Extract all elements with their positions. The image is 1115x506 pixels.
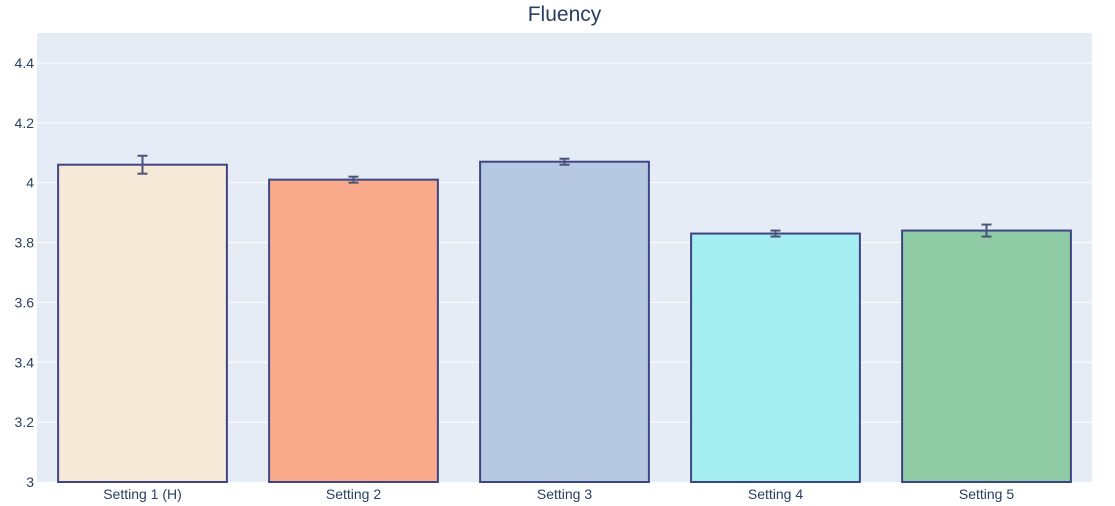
bar-3 xyxy=(479,160,650,483)
error-bars xyxy=(137,154,992,238)
y-tick-label: 3.4 xyxy=(15,354,35,370)
y-tick-label: 4.4 xyxy=(15,55,35,71)
bars xyxy=(57,160,1072,483)
bar-5 xyxy=(901,229,1072,483)
error-bar xyxy=(137,154,148,175)
x-tick-label: Setting 3 xyxy=(537,486,592,502)
y-tick-label: 3.6 xyxy=(15,294,35,310)
error-bar xyxy=(770,229,781,238)
y-tick-label: 4.2 xyxy=(15,115,35,131)
y-tick-label: 3.2 xyxy=(15,414,35,430)
x-tick-label: Setting 4 xyxy=(748,486,803,502)
error-bar xyxy=(348,175,359,184)
y-tick-label: 3.8 xyxy=(15,235,35,251)
bar-4 xyxy=(690,232,861,483)
y-tick-label: 3 xyxy=(26,474,34,490)
bar-2 xyxy=(268,178,439,483)
error-bar xyxy=(559,157,570,166)
chart-title: Fluency xyxy=(528,3,602,26)
x-tick-label: Setting 1 (H) xyxy=(103,486,182,502)
bar-1 xyxy=(57,163,228,483)
y-tick-label: 4 xyxy=(26,175,34,191)
y-axis-ticks: 3 3.2 3.4 3.6 3.8 4 4.2 4.4 xyxy=(15,55,35,490)
x-tick-label: Setting 2 xyxy=(326,486,381,502)
x-tick-label: Setting 5 xyxy=(959,486,1014,502)
x-axis-ticks: Setting 1 (H) Setting 2 Setting 3 Setting 4… xyxy=(103,486,1014,502)
error-bar xyxy=(981,223,992,238)
